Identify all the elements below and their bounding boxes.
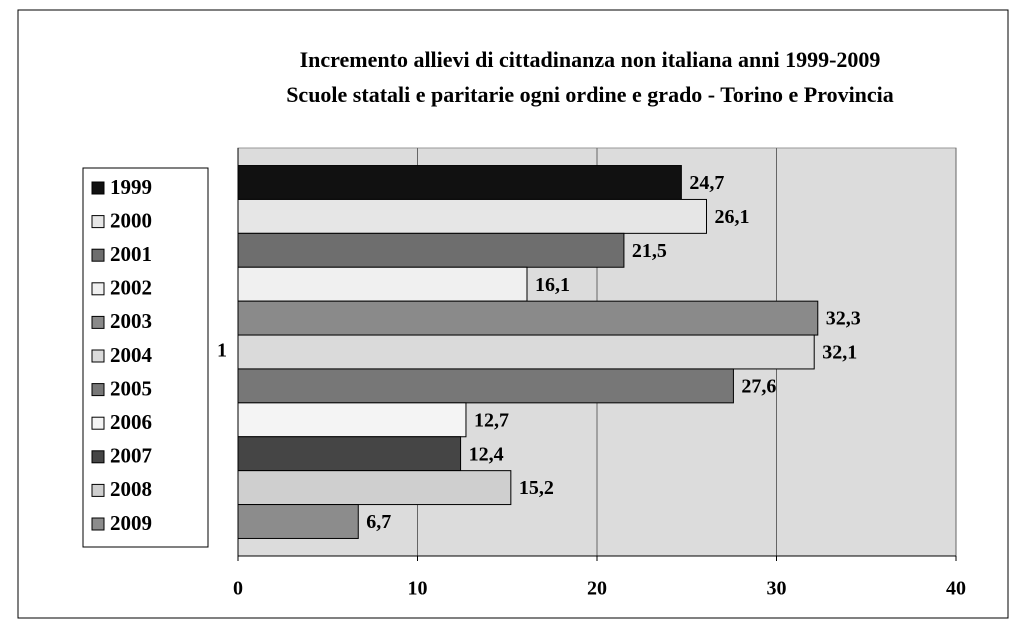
value-label: 32,3 — [826, 308, 861, 330]
value-label: 6,7 — [366, 511, 391, 533]
bar — [237, 368, 734, 404]
legend-swatch — [91, 248, 105, 262]
legend-swatch — [91, 215, 105, 229]
bar — [237, 266, 528, 302]
value-label: 27,6 — [741, 375, 776, 397]
legend-swatch — [91, 349, 105, 363]
legend-label: 2005 — [110, 376, 152, 400]
legend-label: 2006 — [110, 410, 152, 434]
legend-swatch — [91, 383, 105, 397]
bar — [237, 232, 625, 268]
legend-label: 2000 — [110, 208, 152, 232]
legend-swatch — [91, 282, 105, 296]
legend-swatch — [91, 181, 105, 195]
x-tick-label: 10 — [408, 578, 428, 600]
legend-swatch — [91, 416, 105, 430]
value-label: 15,2 — [519, 477, 554, 499]
value-label: 16,1 — [535, 274, 570, 296]
legend-label: 2004 — [110, 343, 153, 367]
legend-label: 2009 — [110, 511, 152, 535]
chart-title: Incremento allievi di cittadinanza non i… — [300, 47, 881, 72]
legend-label: 2003 — [110, 309, 152, 333]
bar — [237, 470, 512, 506]
value-label: 12,4 — [469, 443, 504, 465]
y-tick-label: 1 — [217, 340, 227, 362]
bar — [237, 198, 707, 234]
bar — [237, 402, 467, 438]
legend-label: 2007 — [110, 444, 152, 468]
legend-swatch — [91, 315, 105, 329]
x-tick-label: 30 — [767, 578, 787, 600]
bar — [237, 300, 819, 336]
x-tick-label: 20 — [587, 578, 607, 600]
legend-swatch — [91, 450, 105, 464]
bar — [237, 334, 815, 370]
value-label: 26,1 — [714, 206, 749, 228]
bar — [237, 504, 359, 539]
value-label: 24,7 — [689, 172, 724, 194]
legend-label: 2002 — [110, 276, 152, 300]
value-label: 12,7 — [474, 409, 509, 431]
legend-swatch — [91, 517, 105, 531]
legend-label: 2001 — [110, 242, 152, 266]
value-label: 21,5 — [632, 240, 667, 262]
x-tick-label: 0 — [233, 578, 243, 600]
value-label: 32,1 — [822, 342, 857, 364]
legend-label: 1999 — [110, 175, 152, 199]
x-tick-label: 40 — [946, 578, 966, 600]
legend-swatch — [91, 483, 105, 497]
chart-subtitle: Scuole statali e paritarie ogni ordine e… — [286, 82, 894, 107]
bar — [237, 165, 682, 200]
bar — [237, 436, 462, 472]
legend-label: 2008 — [110, 477, 152, 501]
